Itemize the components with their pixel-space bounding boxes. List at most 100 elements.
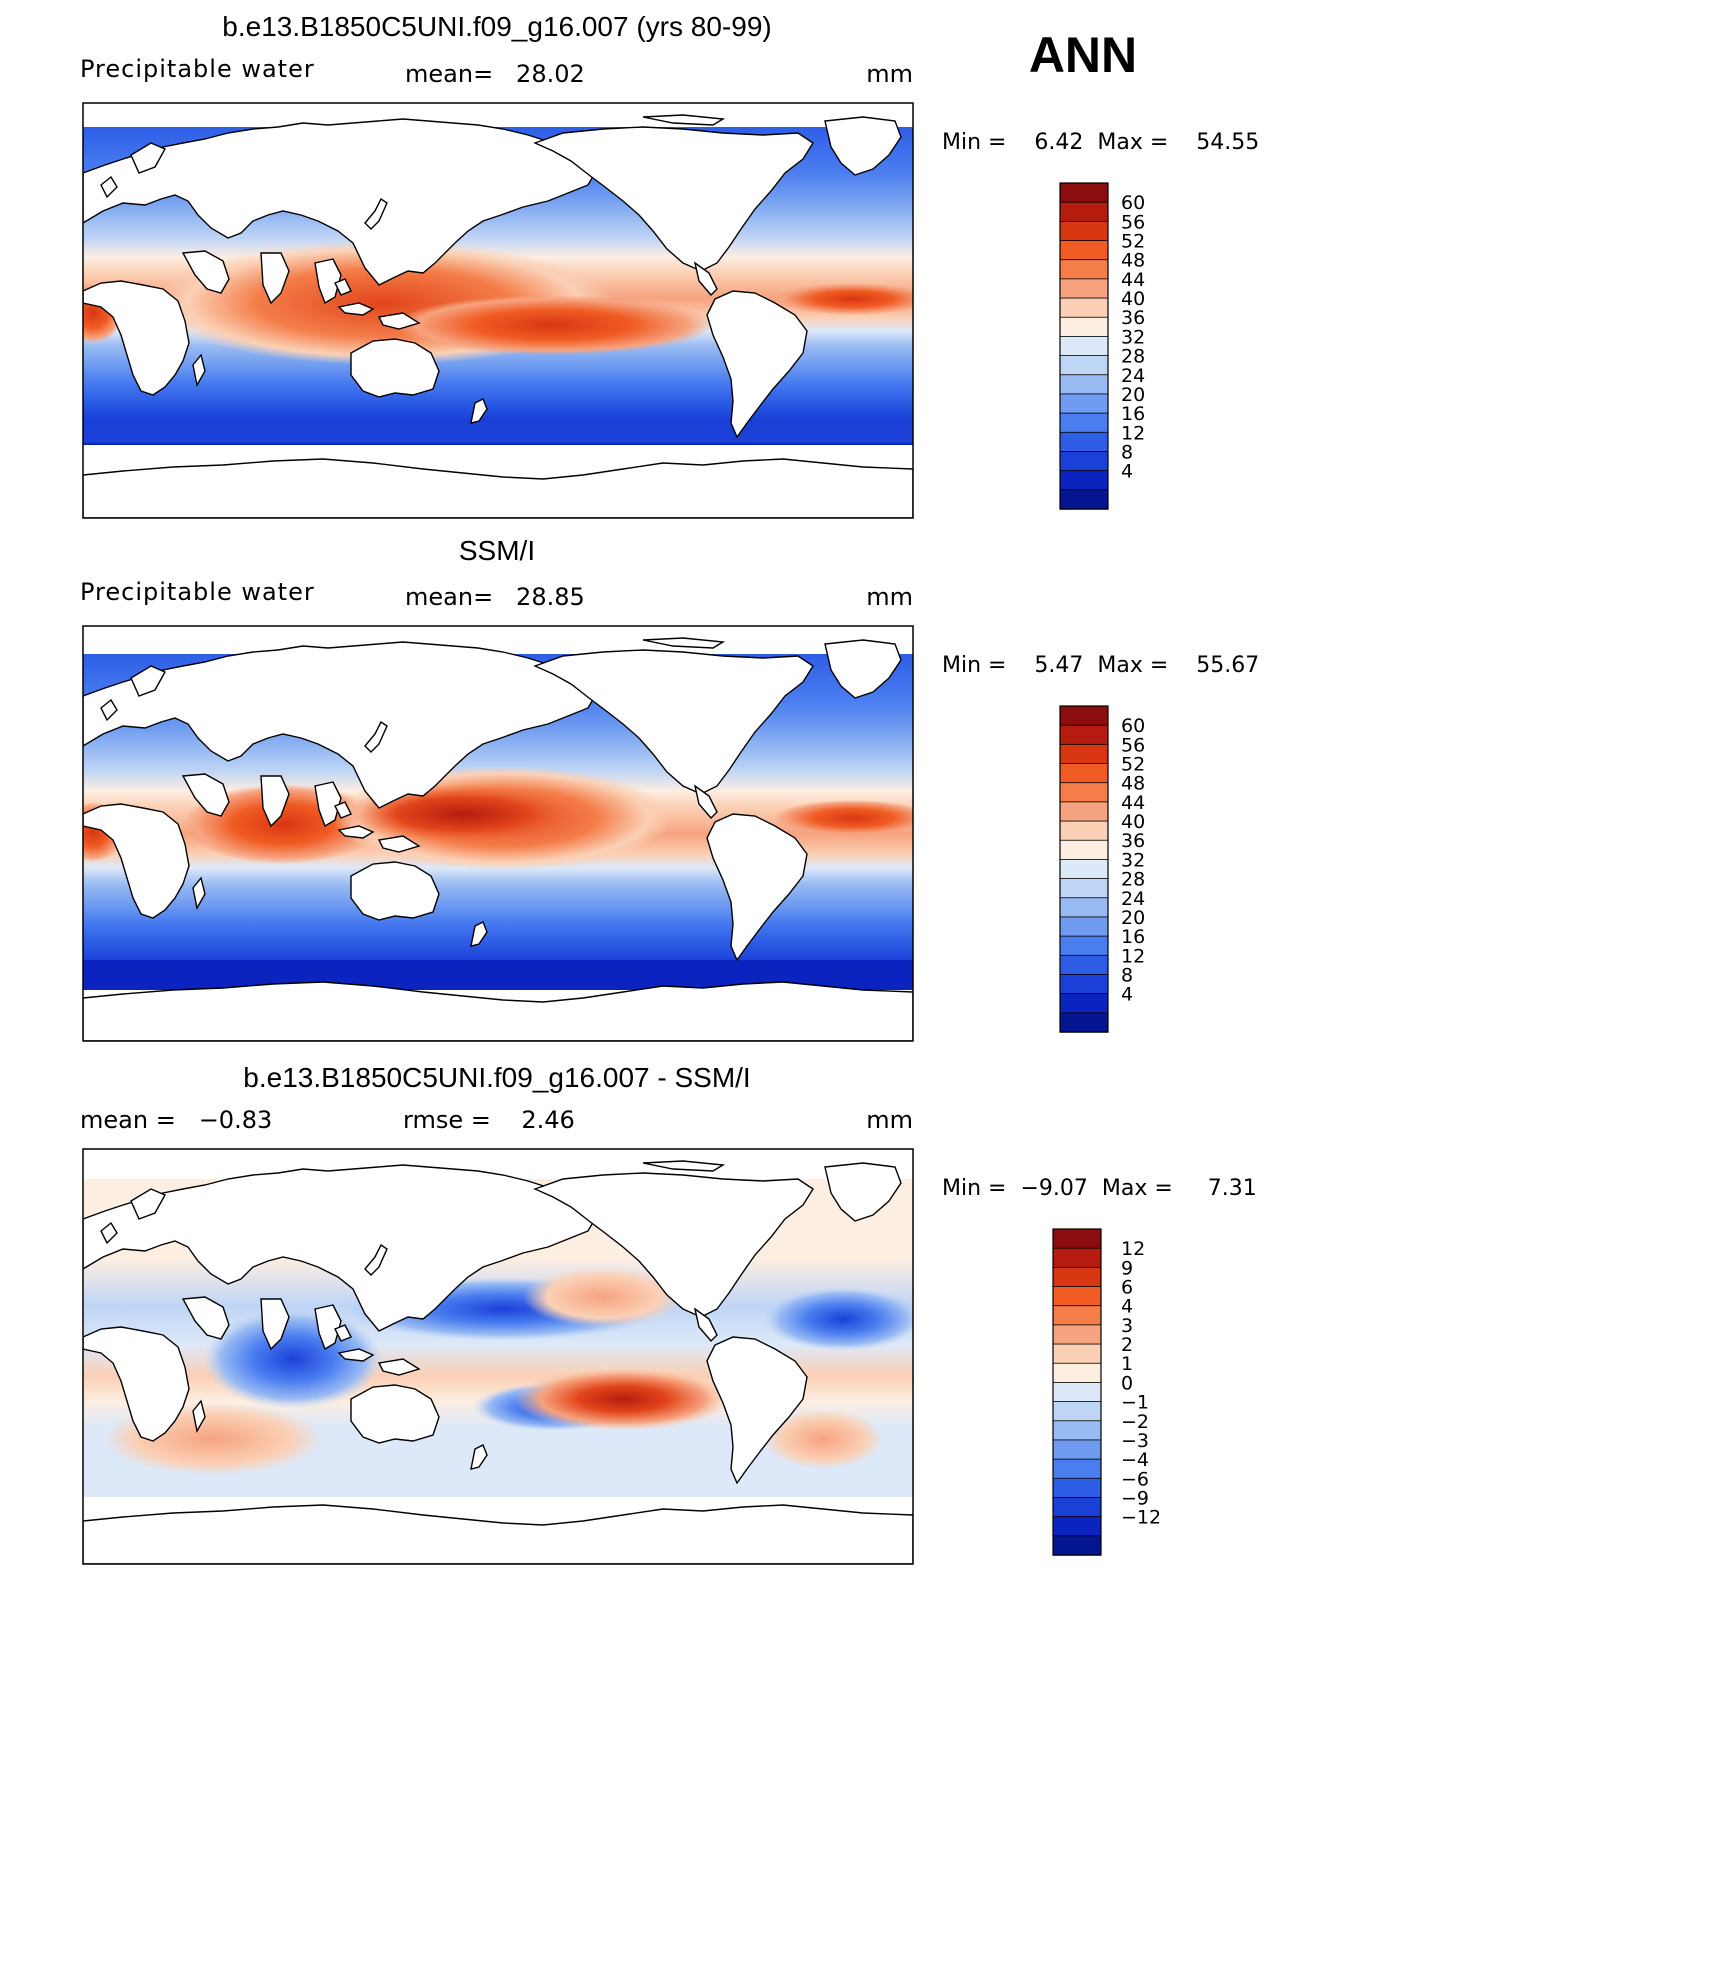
colorbar-swatch	[1059, 897, 1109, 918]
panel-obs: SSM/I Precipitable water mean= 28.85 mm …	[80, 535, 1259, 1042]
panel-obs-title: SSM/I	[459, 535, 535, 566]
colorbar-swatch	[1059, 374, 1109, 395]
colorbar-tick-label: 12	[1121, 422, 1145, 444]
panel-diff-rmse: rmse = 2.46	[403, 1106, 575, 1134]
colorbar-tick-label: 32	[1121, 849, 1145, 871]
season-label: ANN	[1029, 27, 1137, 83]
colorbar-swatch	[1059, 878, 1109, 899]
panel-diff-north-pacific-moist	[523, 1267, 683, 1327]
colorbar-swatch	[1059, 201, 1109, 223]
colorbar-tick-label: 44	[1121, 269, 1145, 291]
colorbar-swatch	[1059, 336, 1109, 357]
colorbar-swatch	[1059, 724, 1109, 746]
panel-model-variable: Precipitable water	[80, 55, 315, 83]
colorbar-swatch	[1059, 839, 1109, 861]
panel-model-units: mm	[866, 60, 913, 88]
colorbar-swatch	[1052, 1305, 1102, 1326]
panel-diff-units: mm	[866, 1106, 913, 1134]
panel-diff-minmax: Min = −9.07 Max = 7.31	[942, 1176, 1257, 1201]
panel-diff-east-pacific-wet	[513, 1367, 733, 1431]
panel-model-mean: mean= 28.02	[405, 60, 585, 88]
colorbar-swatch	[1052, 1401, 1102, 1422]
colorbar-swatch	[1052, 1477, 1102, 1499]
panel-model-frame	[82, 102, 914, 519]
colorbar-tick-label: 28	[1121, 346, 1145, 368]
colorbar-swatch	[1059, 316, 1109, 338]
colorbar-swatch	[1052, 1324, 1102, 1345]
colorbar-tick-label: 4	[1121, 984, 1133, 1006]
colorbar-frame	[1059, 182, 1109, 510]
colorbar-swatch	[1059, 935, 1109, 956]
panel-model-itcz	[393, 295, 713, 355]
colorbar-swatch	[1052, 1343, 1102, 1364]
colorbar-swatch	[1059, 182, 1109, 203]
colorbar-swatch	[1052, 1247, 1102, 1269]
colorbar-tick-label: 36	[1121, 307, 1145, 329]
colorbar-swatch	[1059, 1012, 1109, 1033]
colorbar-swatch	[1059, 451, 1109, 472]
panel-diff: b.e13.B1850C5UNI.f09_g16.007 - SSM/I mea…	[80, 1062, 1257, 1565]
colorbar-tick-label: −4	[1121, 1449, 1149, 1471]
colorbar-tick-label: 6	[1121, 1277, 1133, 1299]
colorbar-swatch	[1059, 782, 1109, 803]
colorbar-tick-label: 20	[1121, 384, 1145, 406]
colorbar-tick-label: 60	[1121, 192, 1145, 214]
colorbar-swatch	[1059, 278, 1109, 299]
colorbar-tick-label: −12	[1121, 1507, 1161, 1529]
panel-obs-warm-core	[343, 784, 583, 844]
colorbar-swatch	[1059, 489, 1109, 510]
colorbar-swatch	[1059, 412, 1109, 433]
colorbar-tick-label: 4	[1121, 461, 1133, 483]
colorbar-swatch	[1059, 431, 1109, 453]
colorbar-tick-label: 16	[1121, 926, 1145, 948]
colorbar-tick-label: 48	[1121, 250, 1145, 272]
colorbar-tick-label: 56	[1121, 211, 1145, 233]
colorbar-tick-label: 0	[1121, 1372, 1133, 1394]
colorbar-tick-label: 52	[1121, 231, 1145, 253]
colorbar-swatch	[1052, 1266, 1102, 1288]
colorbar-tick-label: −2	[1121, 1411, 1149, 1433]
colorbar-swatch	[1052, 1382, 1102, 1403]
colorbar-swatch	[1059, 993, 1109, 1014]
panel-obs-variable: Precipitable water	[80, 578, 315, 606]
panel-obs-frame	[82, 625, 914, 1042]
colorbar-swatch	[1059, 705, 1109, 726]
colorbar-tick-label: −9	[1121, 1487, 1149, 1509]
panel-diff-atlantic-dry	[763, 1287, 913, 1351]
colorbar-tick-label: −3	[1121, 1430, 1149, 1452]
colorbar-swatch	[1052, 1228, 1102, 1249]
panel-diff-frame	[82, 1148, 914, 1565]
colorbar-tick-label: −6	[1121, 1468, 1149, 1490]
colorbar-swatch	[1052, 1535, 1102, 1556]
panel-model-map	[82, 102, 914, 519]
colorbar-swatch	[1052, 1286, 1102, 1307]
colorbar-tick-label: 12	[1121, 1238, 1145, 1260]
colorbar-tick-label: 28	[1121, 869, 1145, 891]
colorbar-tick-label: 8	[1121, 441, 1133, 463]
panel-obs-minmax: Min = 5.47 Max = 55.67	[942, 653, 1259, 678]
panel-model: b.e13.B1850C5UNI.f09_g16.007 (yrs 80-99)…	[80, 11, 1259, 519]
colorbar-tick-label: 8	[1121, 964, 1133, 986]
colorbar-swatch	[1052, 1439, 1102, 1460]
colorbar-tick-label: 24	[1121, 888, 1145, 910]
colorbar-tick-label: 9	[1121, 1257, 1133, 1279]
colorbar-swatch	[1059, 259, 1109, 280]
colorbar-swatch	[1059, 974, 1109, 995]
panel-diff-southeast-pacific-moist	[763, 1409, 883, 1469]
colorbar-tick-label: 44	[1121, 792, 1145, 814]
colorbar-swatch	[1052, 1497, 1102, 1518]
colorbar-swatch	[1052, 1420, 1102, 1441]
colorbar-swatch	[1059, 470, 1109, 491]
panel-diff-map	[82, 1148, 914, 1565]
colorbar-swatch	[1059, 220, 1109, 242]
colorbar-swatch	[1059, 916, 1109, 937]
colorbar-tick-label: 40	[1121, 811, 1145, 833]
colorbar-swatch	[1052, 1516, 1102, 1537]
colorbar-swatch	[1059, 820, 1109, 841]
colorbar-tick-label: 40	[1121, 288, 1145, 310]
